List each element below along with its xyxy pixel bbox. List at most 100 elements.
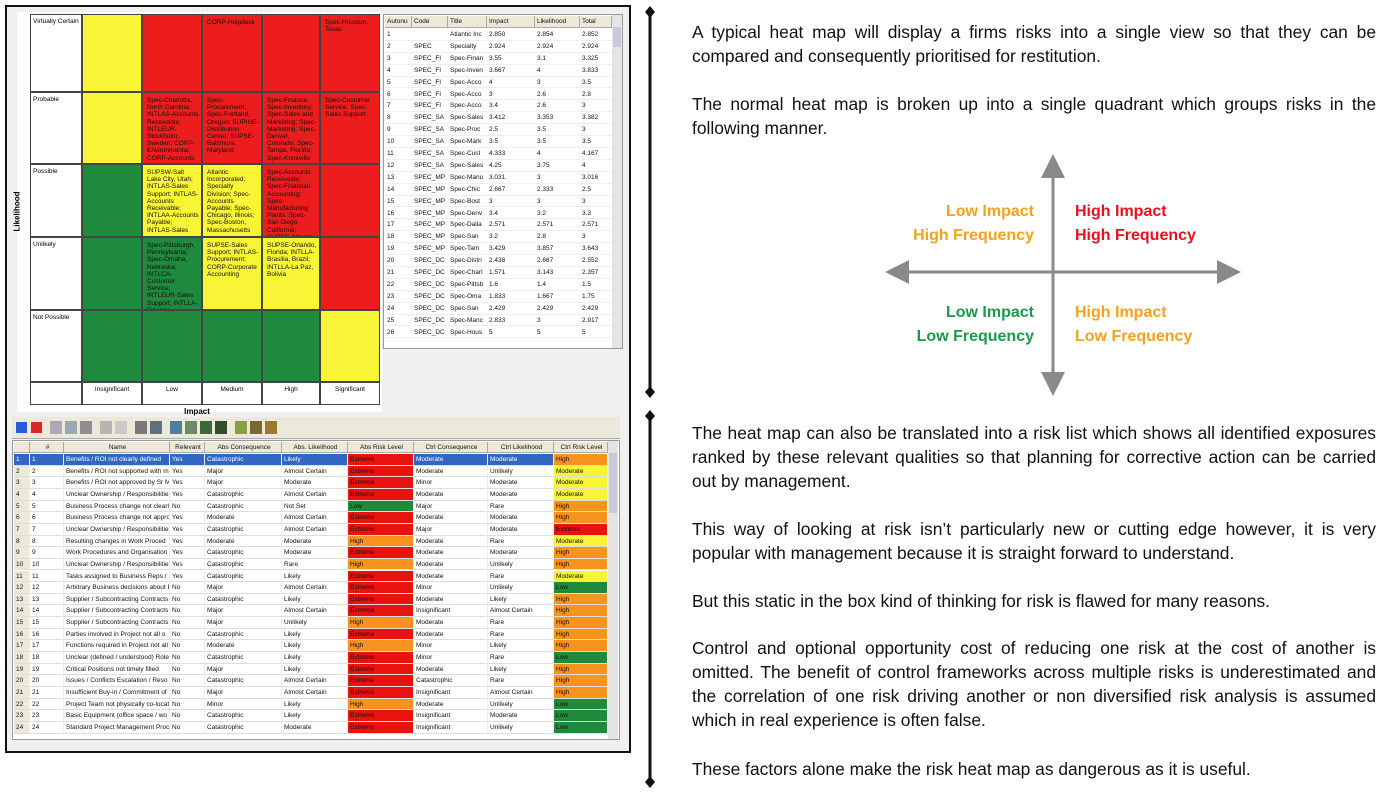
table-cell[interactable]: 8 — [30, 535, 64, 548]
risk-level-cell[interactable]: Low — [554, 582, 608, 594]
table-cell[interactable]: No — [170, 721, 205, 734]
table-cell[interactable]: Rare — [488, 675, 554, 687]
table-cell[interactable]: Almost Certain — [282, 512, 348, 524]
table-cell[interactable]: Moderate — [282, 535, 348, 548]
table-cell[interactable]: Almost Certain — [488, 687, 554, 699]
risk-level-cell[interactable]: Extreme — [348, 593, 414, 606]
table-cell[interactable]: 6 — [14, 512, 30, 524]
table-cell[interactable]: 20 — [30, 675, 64, 687]
table-cell[interactable]: 6 — [30, 512, 64, 524]
remove-button[interactable] — [31, 422, 42, 433]
table-cell[interactable]: Moderate — [414, 663, 488, 676]
table-cell[interactable]: Supplier / Subcontracting Contracts — [64, 605, 170, 618]
risk-level-cell[interactable]: High — [554, 663, 608, 676]
risk-level-cell[interactable]: Moderate — [554, 570, 608, 583]
table-cell[interactable]: 12 — [14, 582, 30, 594]
risk-level-cell[interactable]: High — [554, 500, 608, 513]
table-cell[interactable]: Standard Project Management Proc — [64, 721, 170, 734]
table-cell[interactable]: Likely — [488, 663, 554, 676]
table-cell[interactable]: 10 — [30, 558, 64, 571]
risk-level-cell[interactable]: High — [554, 454, 608, 466]
table-cell[interactable]: 22 — [14, 698, 30, 711]
table-cell[interactable]: Likely — [282, 710, 348, 722]
table-cell[interactable]: 21 — [14, 687, 30, 699]
table-cell[interactable]: Yes — [170, 547, 205, 559]
table-cell[interactable]: Catastrophic — [414, 675, 488, 687]
table-cell[interactable]: Moderate — [414, 570, 488, 583]
table-cell[interactable]: Business Process change not appro — [64, 512, 170, 524]
risk-level-cell[interactable]: Low — [554, 652, 608, 664]
risk-level-cell[interactable]: Extreme — [348, 675, 414, 687]
risk-level-cell[interactable]: Moderate — [554, 477, 608, 489]
scroll-thumb[interactable] — [613, 27, 621, 47]
table-cell[interactable]: 16 — [14, 628, 30, 641]
table-cell[interactable]: No — [170, 675, 205, 687]
table-cell[interactable]: 12 — [30, 582, 64, 594]
tool-button[interactable] — [135, 421, 147, 434]
table-cell[interactable]: Moderate — [414, 628, 488, 641]
table-cell[interactable]: Moderate — [414, 558, 488, 571]
table-cell[interactable]: 8 — [14, 535, 30, 548]
table-cell[interactable]: No — [170, 593, 205, 606]
risk-level-cell[interactable]: Extreme — [348, 628, 414, 641]
table-cell[interactable]: Major — [205, 687, 282, 699]
table-cell[interactable]: Basic Equipment (office space / wo — [64, 710, 170, 722]
table-cell[interactable]: Moderate — [488, 477, 554, 489]
table-cell[interactable]: Business Process change not clearl — [64, 500, 170, 513]
table-cell[interactable]: Rare — [488, 570, 554, 583]
risk-level-cell[interactable]: High — [348, 640, 414, 653]
risk-level-cell[interactable]: High — [554, 512, 608, 524]
risk-level-cell[interactable]: High — [554, 687, 608, 699]
table-cell[interactable]: Moderate — [414, 535, 488, 548]
table-cell[interactable]: Insignificant — [414, 605, 488, 618]
table-cell[interactable]: Not Set — [282, 500, 348, 513]
table-cell[interactable]: Catastrophic — [205, 710, 282, 722]
scrollbar[interactable] — [612, 15, 622, 348]
table-cell[interactable]: Likely — [282, 698, 348, 711]
table-cell[interactable]: Unlikely — [488, 721, 554, 734]
risk-level-cell[interactable]: Moderate — [554, 488, 608, 501]
table-cell[interactable]: Arbitrary Business decisions about P — [64, 582, 170, 594]
table-cell[interactable]: No — [170, 605, 205, 618]
table-cell[interactable]: Moderate — [488, 710, 554, 722]
risk-level-cell[interactable]: Low — [348, 500, 414, 513]
table-cell[interactable]: Catastrophic — [205, 628, 282, 641]
table-cell[interactable]: Moderate — [282, 721, 348, 734]
table-cell[interactable]: Moderate — [414, 454, 488, 466]
risk-level-cell[interactable]: High — [554, 675, 608, 687]
table-cell[interactable]: Almost Certain — [282, 675, 348, 687]
column-header[interactable]: Abs Risk Level — [348, 442, 414, 453]
table-cell[interactable]: Minor — [414, 582, 488, 594]
risk-level-cell[interactable]: High — [554, 617, 608, 629]
table-cell[interactable]: Unlikely — [282, 617, 348, 629]
risk-level-cell[interactable]: Extreme — [348, 477, 414, 489]
tool-button[interactable] — [80, 421, 92, 434]
column-header[interactable]: Likelihood — [535, 16, 580, 28]
column-header[interactable]: Abs Consequence — [205, 442, 282, 453]
table-cell[interactable]: Likely — [282, 570, 348, 583]
table-cell[interactable]: Major — [414, 523, 488, 536]
tool-button[interactable] — [235, 421, 247, 434]
risk-level-cell[interactable]: High — [554, 593, 608, 606]
table-cell[interactable]: Almost Certain — [282, 687, 348, 699]
column-header[interactable]: Ctrl Likelihood — [488, 442, 554, 453]
table-cell[interactable]: Major — [205, 617, 282, 629]
table-cell[interactable]: Major — [205, 465, 282, 478]
column-header[interactable] — [14, 442, 30, 453]
table-cell[interactable]: Critical Positions not timely filled — [64, 663, 170, 676]
risk-level-cell[interactable]: High — [554, 628, 608, 641]
table-cell[interactable]: Almost Certain — [282, 465, 348, 478]
table-cell[interactable]: 9 — [30, 547, 64, 559]
table-cell[interactable]: 5 — [14, 500, 30, 513]
table-cell[interactable]: Likely — [282, 652, 348, 664]
column-header[interactable]: Code — [412, 16, 448, 28]
table-cell[interactable]: Yes — [170, 512, 205, 524]
risk-level-cell[interactable]: Extreme — [348, 488, 414, 501]
table-cell[interactable]: 17 — [30, 640, 64, 653]
risk-level-cell[interactable]: Moderate — [554, 535, 608, 548]
table-cell[interactable]: Moderate — [488, 488, 554, 501]
table-cell[interactable]: Moderate — [414, 465, 488, 478]
tool-button[interactable] — [115, 421, 127, 434]
risk-level-cell[interactable]: High — [348, 698, 414, 711]
table-cell[interactable]: Catastrophic — [205, 547, 282, 559]
